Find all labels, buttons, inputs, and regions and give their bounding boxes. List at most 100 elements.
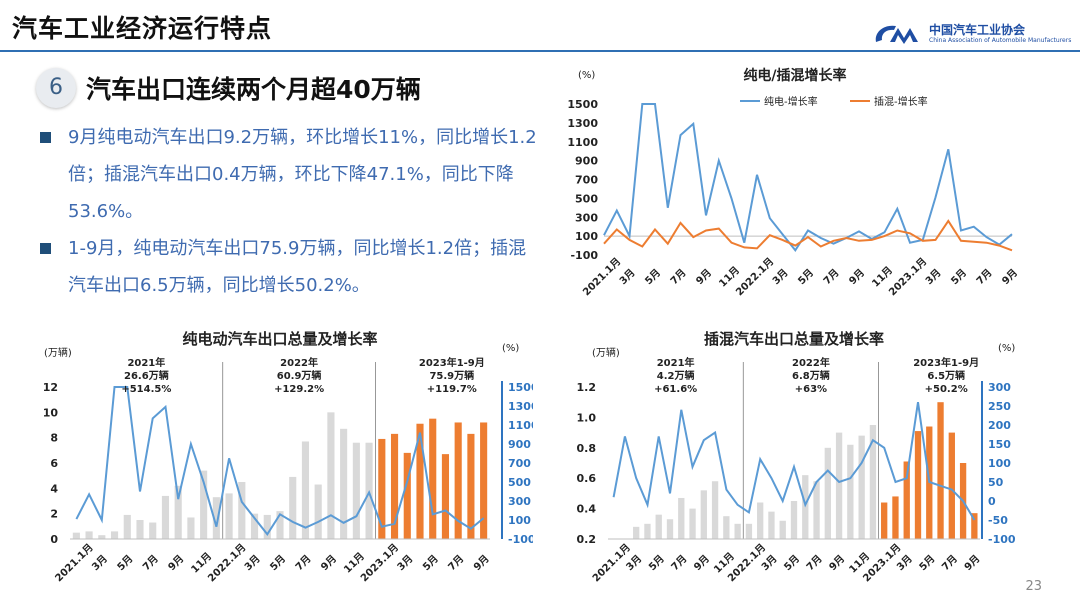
x-tick-label: 3月 bbox=[770, 267, 790, 287]
y-tick-label: 1500 bbox=[567, 98, 598, 111]
x-tick-label: 5月 bbox=[917, 553, 937, 573]
y-tick-left: 1.0 bbox=[577, 411, 597, 424]
volume-bar bbox=[276, 511, 284, 539]
x-tick-label: 3月 bbox=[395, 553, 415, 573]
annotation-growth: +514.5% bbox=[121, 384, 171, 395]
volume-bar bbox=[734, 523, 741, 539]
y-tick-label: 900 bbox=[575, 155, 598, 168]
x-tick-label: 7月 bbox=[821, 267, 841, 287]
y-tick-right: 200 bbox=[988, 419, 1011, 432]
caam-logo: 中国汽车工业协会 China Association of Automobile… bbox=[872, 20, 1072, 52]
volume-bar bbox=[700, 490, 707, 539]
volume-bar bbox=[98, 535, 106, 539]
volume-bar bbox=[745, 523, 753, 539]
volume-bar bbox=[768, 511, 775, 539]
y-tick-left: 0.2 bbox=[577, 533, 597, 546]
x-tick-label: 9月 bbox=[319, 553, 339, 573]
volume-bar bbox=[390, 433, 399, 539]
volume-bar bbox=[250, 513, 259, 539]
x-tick-label: 3月 bbox=[242, 553, 262, 573]
y-tick-right: 150 bbox=[988, 438, 1011, 451]
x-tick-label: 9月 bbox=[1000, 267, 1020, 287]
annotation-growth: +63% bbox=[795, 384, 827, 395]
volume-bar bbox=[824, 447, 831, 539]
volume-bar bbox=[723, 516, 730, 539]
volume-bar bbox=[666, 519, 674, 539]
annotation-total: 60.9万辆 bbox=[277, 369, 322, 382]
volume-bar bbox=[403, 452, 411, 539]
growth-line bbox=[612, 402, 976, 521]
x-tick-label: 7月 bbox=[939, 553, 959, 573]
x-tick-label: 2023.1月 bbox=[886, 255, 929, 298]
x-tick-label: 9月 bbox=[694, 267, 714, 287]
volume-bar bbox=[352, 442, 360, 539]
volume-bar bbox=[340, 428, 348, 539]
x-tick-label: 5月 bbox=[115, 553, 135, 573]
volume-bar bbox=[790, 501, 798, 539]
x-tick-label: 9月 bbox=[847, 267, 867, 287]
volume-bar bbox=[892, 496, 899, 539]
volume-bar bbox=[378, 438, 386, 539]
volume-bar bbox=[301, 441, 310, 539]
y-tick-right: -100 bbox=[988, 533, 1016, 546]
x-tick-label: 7月 bbox=[293, 553, 313, 573]
x-tick-label: 9月 bbox=[166, 553, 186, 573]
volume-bar bbox=[689, 508, 696, 539]
y-axis-label-left: (万辆) bbox=[592, 346, 620, 359]
annotation-growth: +119.7% bbox=[427, 384, 477, 395]
volume-bar bbox=[480, 422, 488, 539]
x-tick-label: 5月 bbox=[646, 553, 666, 573]
y-axis-label: (%) bbox=[578, 70, 595, 81]
volume-bar bbox=[225, 493, 233, 539]
volume-bar bbox=[289, 476, 297, 539]
volume-bar bbox=[263, 514, 271, 539]
volume-bar bbox=[149, 522, 157, 539]
x-tick-label: 7月 bbox=[446, 553, 466, 573]
volume-bar bbox=[314, 484, 322, 539]
bullet-text-1: 9月纯电动汽车出口9.2万辆，环比增长11%，同比增长1.2倍；插混汽车出口0.… bbox=[68, 127, 537, 222]
volume-bar bbox=[835, 432, 843, 539]
y-tick-right: 300 bbox=[508, 495, 531, 508]
legend-label-bev: 纯电-增长率 bbox=[764, 95, 818, 108]
y-tick-right: 1100 bbox=[508, 419, 533, 432]
volume-bar bbox=[971, 513, 978, 539]
x-tick-label: 3月 bbox=[923, 267, 943, 287]
y-tick-left: 0.8 bbox=[577, 442, 597, 455]
y-tick-left: 12 bbox=[43, 381, 58, 394]
bullet-marker bbox=[40, 132, 51, 143]
volume-bar bbox=[429, 418, 437, 539]
phev-export-chart: 插混汽车出口总量及增长率 (万辆) (%) 0.2 0.4 0.6 0.8 1.0 1.2 -10… bbox=[577, 330, 1016, 584]
y-tick-right: 300 bbox=[988, 381, 1011, 394]
x-tick-label: 9月 bbox=[471, 553, 491, 573]
series-line-phev bbox=[603, 219, 1013, 252]
bullet-text-2: 1-9月，纯电动汽车出口75.9万辆，同比增长1.2倍；插混汽车出口6.5万辆，… bbox=[68, 238, 527, 296]
volume-bar bbox=[903, 461, 910, 539]
y-axis-label-right: (%) bbox=[998, 343, 1015, 354]
volume-bar bbox=[123, 514, 131, 539]
annotation-growth: +50.2% bbox=[925, 384, 968, 395]
volume-bar bbox=[869, 425, 877, 539]
annotation-total: 6.8万辆 bbox=[792, 369, 830, 382]
y-tick-right: 50 bbox=[988, 476, 1004, 489]
y-axis-label-right: (%) bbox=[502, 343, 519, 354]
y-tick-label: 300 bbox=[575, 211, 598, 224]
volume-bar bbox=[948, 432, 955, 539]
x-tick-label: 5月 bbox=[643, 267, 663, 287]
y-tick-right: -100 bbox=[508, 533, 533, 546]
volume-bar bbox=[655, 514, 662, 539]
x-tick-label: 7月 bbox=[668, 267, 688, 287]
annotation-year: 2022年 bbox=[792, 356, 830, 369]
y-tick-left: 0.4 bbox=[577, 503, 597, 516]
y-tick-left: 10 bbox=[43, 406, 59, 419]
y-tick-label: -100 bbox=[570, 249, 598, 262]
logo-name-en: China Association of Automobile Manufact… bbox=[929, 37, 1072, 44]
y-tick-left: 4 bbox=[50, 482, 58, 495]
x-tick-label: 5月 bbox=[782, 553, 802, 573]
bev-export-chart: 纯电动汽车出口总量及增长率 (万辆) (%) 0 2 4 6 8 10 12 -100 100 300 5… bbox=[43, 330, 533, 584]
annotation-year: 2023年1-9月 bbox=[913, 356, 979, 369]
x-tick-label: 9月 bbox=[691, 553, 711, 573]
annotation-year: 2021年 bbox=[127, 356, 165, 369]
chart-title: 插混汽车出口总量及增长率 bbox=[704, 330, 884, 348]
volume-bar bbox=[467, 433, 475, 539]
volume-bar bbox=[238, 482, 246, 539]
